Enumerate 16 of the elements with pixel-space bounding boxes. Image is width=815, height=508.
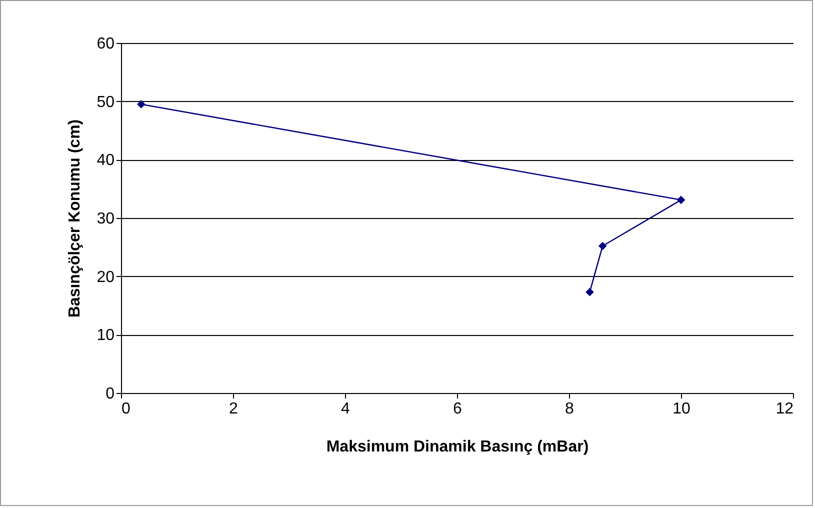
y-tick-label: 40 xyxy=(96,152,115,170)
x-tick-label: 12 xyxy=(776,400,794,418)
y-tick-label: 20 xyxy=(96,268,115,286)
y-tick-label: 30 xyxy=(96,210,115,228)
y-tick-label: 0 xyxy=(106,386,115,402)
y-tick-label: 60 xyxy=(96,36,115,52)
x-tick-label: 10 xyxy=(672,400,690,418)
x-tick-label: 2 xyxy=(229,400,238,418)
x-tick-label: 0 xyxy=(122,400,130,418)
y-tick-label: 10 xyxy=(96,327,115,344)
y-axis-title: Basınçölçer Konumu (cm) xyxy=(66,119,84,318)
x-tick-label: 8 xyxy=(565,400,574,418)
y-tick-label: 50 xyxy=(96,94,115,111)
x-tick-label: 6 xyxy=(453,400,462,418)
x-axis-title: Maksimum Dinamik Basınç (mBar) xyxy=(326,438,589,456)
x-tick-label: 4 xyxy=(341,400,350,418)
